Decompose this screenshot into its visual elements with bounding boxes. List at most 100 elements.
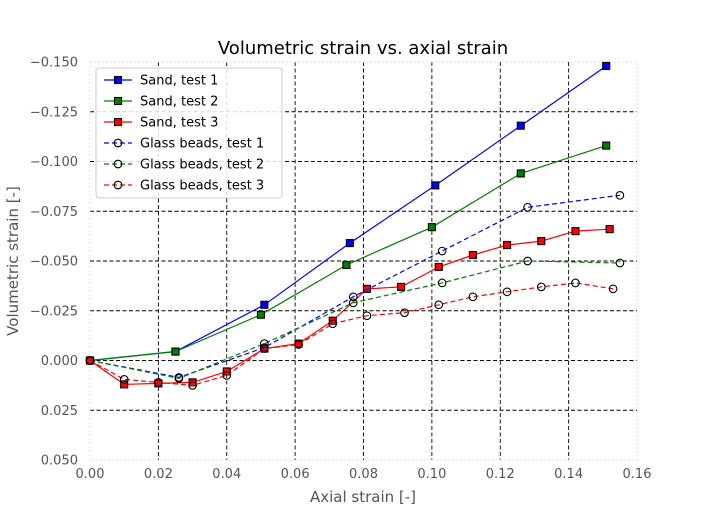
series-line [89,228,610,386]
data-point [397,282,406,291]
data-point [502,287,512,297]
legend-box [95,67,283,199]
data-point [348,298,358,308]
plot-frame [89,61,638,461]
y-tick-label: −0.075 [30,205,78,220]
data-point [113,180,123,190]
data-point [188,381,197,390]
data-point [503,241,512,250]
data-point [171,347,180,356]
y-tick-label: −0.050 [30,255,78,270]
data-point [260,344,269,353]
grid-lines [90,62,637,460]
data-point [362,311,372,321]
data-point [328,316,337,325]
axes: 0.00 0.02 0.04 0.06 0.08 0.10 0.12 0.14 0.16 −0.1… [30,56,652,483]
data-point [437,246,447,256]
data-point [571,278,580,288]
x-tick-label: 0.02 [144,467,173,482]
y-tick-label: −0.125 [30,105,78,120]
data-point [516,169,525,178]
legend-entry: Sand, test 2 [104,95,218,110]
data-point [615,190,625,200]
data-point [174,374,184,383]
data-series [85,61,625,390]
series-sand-test-3 [85,225,614,389]
y-tick-label: 0.000 [41,354,78,369]
data-point [342,260,351,270]
data-point [523,256,532,266]
data-point [400,308,409,318]
data-point [328,319,338,329]
data-point [113,117,123,127]
data-point [294,340,303,349]
legend-entry: Glass beads, test 1 [104,137,264,152]
legend-entry: Sand, test 1 [104,74,218,89]
legend-entry: Glass beads, test 3 [104,179,264,194]
x-tick-label: 0.10 [417,467,446,482]
data-point [119,375,129,384]
data-point [348,292,358,302]
x-tick-label: 0.04 [212,467,241,482]
x-tick-label: 0.14 [554,467,583,482]
x-tick-label: 0.12 [486,467,515,482]
y-axis-label: Volumetric strain [-] [4,186,22,336]
data-point [362,284,371,293]
data-point [523,202,532,212]
data-point [537,237,546,246]
data-point [260,300,269,309]
data-point [222,371,232,380]
y-tick-label: 0.025 [41,404,78,419]
chart-title: Volumetric strain vs. axial strain [218,38,508,59]
data-point [516,121,525,130]
data-point [602,61,611,71]
data-point [608,284,618,294]
data-point [468,292,478,302]
data-point [468,250,477,260]
data-point [427,223,436,232]
data-point [113,159,123,169]
legend-label: Sand, test 3 [140,116,218,131]
data-point [434,300,444,310]
legend-label: Glass beads, test 3 [140,179,264,194]
series-line [89,260,620,380]
legend-label: Sand, test 1 [140,74,218,89]
data-point [605,225,614,234]
y-tick-label: 0.050 [41,454,78,469]
y-tick-label: −0.025 [30,304,78,319]
x-axis-label: Axial strain [-] [310,488,416,506]
data-point [615,258,625,268]
data-point [260,339,269,348]
legend-label: Sand, test 2 [140,95,218,110]
data-point [154,378,163,387]
data-point [602,141,611,150]
legend-label: Glass beads, test 1 [140,137,264,152]
data-point [571,227,580,236]
series-line [89,194,620,379]
x-tick-label: 0.16 [623,467,652,482]
data-point [431,181,440,190]
x-tick-label: 0.06 [281,467,310,482]
data-point [434,262,443,272]
data-point [437,278,447,288]
legend-entry: Sand, test 3 [104,116,218,131]
data-point [113,138,123,148]
legend-label: Glass beads, test 2 [140,158,264,173]
data-point [256,310,265,319]
legend: Sand, test 1 Sand, test 2 Sand, test 3 Glas… [95,67,283,199]
data-point [85,356,95,365]
series-glass-beads-test-2 [85,256,625,383]
data-point [113,96,123,106]
data-point [113,75,123,85]
x-tick-label: 0.08 [349,467,378,482]
data-point [536,282,546,292]
y-tick-label: −0.100 [30,155,78,170]
data-point [345,239,354,248]
y-tick-label: −0.150 [30,56,78,71]
data-point [120,380,129,389]
series-line [89,282,614,387]
x-tick-label: 0.00 [76,467,105,482]
series-glass-beads-test-3 [85,278,618,390]
legend-entry: Glass beads, test 2 [104,158,264,173]
